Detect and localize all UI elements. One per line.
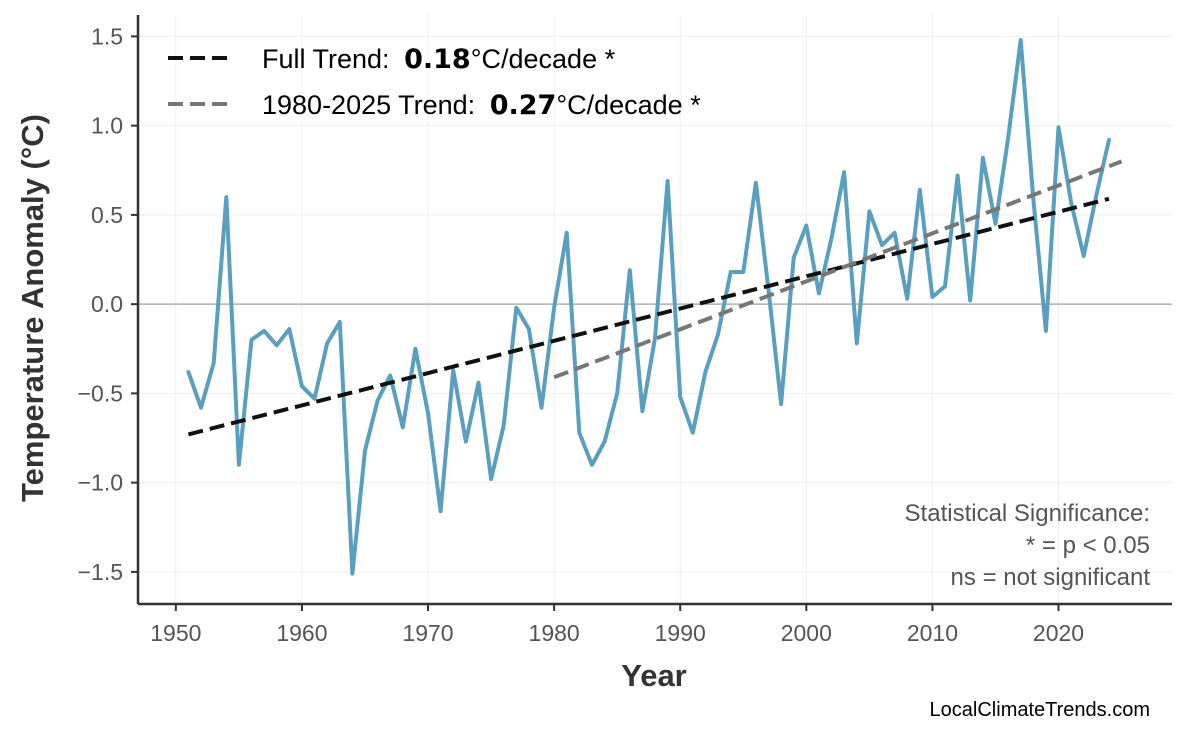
legend-full-trend-name: Full Trend:	[262, 44, 390, 74]
legend-recent-trend-unit: °C/decade *	[556, 90, 701, 120]
significance-note: Statistical Significance: * = p < 0.05 n…	[905, 500, 1151, 591]
series-line-anomaly	[186, 38, 1111, 576]
y-tick-label: 0.0	[91, 291, 123, 317]
y-tick-label: −1.0	[78, 470, 123, 496]
legend-recent-trend-value: 0.27	[490, 90, 557, 121]
x-ticks: 1950 1960 1970 1980 1990 2000 2010 2020	[150, 604, 1084, 646]
significance-note-line-3: ns = not significant	[951, 564, 1151, 591]
legend-label-full-trend: Full Trend: 0.18°C/decade *	[262, 44, 616, 75]
legend-full-trend-unit: °C/decade *	[471, 44, 616, 74]
x-axis-title: Year	[621, 658, 687, 693]
legend-label-recent-trend: 1980-2025 Trend: 0.27°C/decade *	[262, 90, 701, 121]
series-layer	[186, 38, 1123, 576]
legend-recent-trend-name: 1980-2025 Trend:	[262, 90, 475, 120]
y-tick-label: 0.5	[91, 202, 123, 228]
y-axis-title: Temperature Anomaly (°C)	[15, 114, 50, 502]
legend: Full Trend: 0.18°C/decade * 1980-2025 Tr…	[168, 44, 701, 121]
y-tick-label: −0.5	[78, 380, 123, 406]
series-line-full-trend	[187, 196, 1110, 437]
axes	[136, 15, 1172, 606]
x-tick-label: 1990	[655, 620, 706, 646]
y-tick-label: 1.5	[91, 23, 123, 49]
source-credit: LocalClimateTrends.com	[930, 699, 1150, 721]
significance-note-line-2: * = p < 0.05	[1026, 532, 1150, 559]
x-tick-label: 1950	[150, 620, 201, 646]
y-tick-label: −1.5	[78, 559, 123, 585]
legend-full-trend-value: 0.18	[404, 44, 471, 75]
x-tick-label: 1970	[402, 620, 453, 646]
series-line-recent-trend	[553, 159, 1123, 380]
x-tick-label: 1980	[529, 620, 580, 646]
x-tick-label: 2000	[781, 620, 832, 646]
y-ticks: −1.5 −1.0 −0.5 0.0 0.5 1.0 1.5	[78, 23, 138, 585]
y-tick-label: 1.0	[91, 113, 123, 139]
significance-note-line-1: Statistical Significance:	[905, 500, 1150, 527]
x-tick-label: 1960	[276, 620, 327, 646]
x-tick-label: 2010	[907, 620, 958, 646]
x-tick-label: 2020	[1033, 620, 1084, 646]
